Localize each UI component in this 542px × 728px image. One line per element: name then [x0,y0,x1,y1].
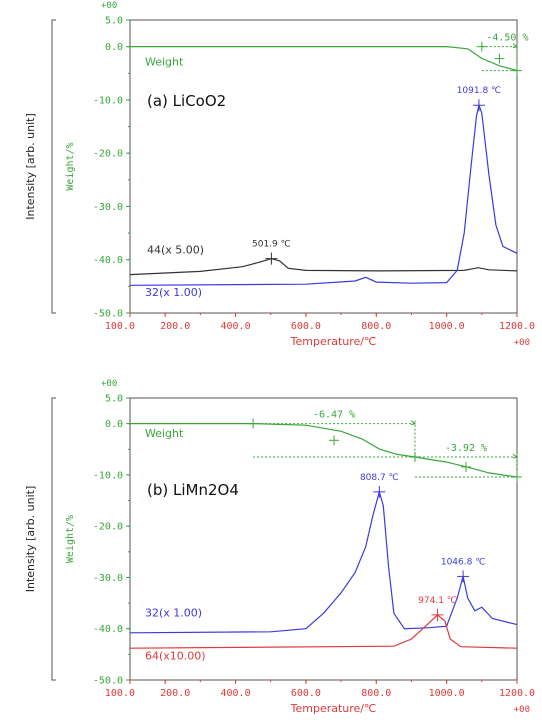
series-line [129,103,518,286]
step-label: -6.47 % [313,410,355,421]
series-line [129,489,518,634]
x-tick-label: 1000.0 [429,688,465,699]
y-outer-label: Intensity [arb. unit] [24,486,37,593]
x-tick-label: 400.0 [220,321,250,332]
x-axis-label: Temperature/℃ [290,335,377,348]
x-tick-label: 100.0 [105,321,135,332]
panel-label: (b) LiMn2O4 [147,481,239,499]
peak-label: 1091.8 ℃ [457,86,501,96]
intensity-bracket [51,19,56,314]
step-arrow [512,43,519,49]
chart-panel-2: Intensity [arb. unit] Weight/% 5.0 0.0 -10.0… [24,379,535,715]
x-tick-label: 400.0 [220,688,250,699]
y-tick-label: -10.0 [93,470,123,481]
step-bracket [414,453,518,478]
y-axis-label: Weight/% [65,142,76,190]
y-tick-label: -30.0 [93,202,123,213]
y-tick-label: 0.0 [105,419,123,430]
y-tick-label: 5.0 [105,394,123,405]
step-arrow [512,453,519,459]
x-tick-label: 1200.0 [499,321,535,332]
intensity-bracket [51,397,56,681]
series-label: 44(x 5.00) [147,243,204,256]
y-tick-label: -50.0 [93,676,123,687]
y-tick-label: -10.0 [93,95,123,106]
step-label: -3.92 % [445,443,487,454]
peak-label: 1046.8 ℃ [441,557,485,567]
plot-frame [129,397,518,681]
x-tick-label: 600.0 [291,688,321,699]
x-tick-label: 1000.0 [429,321,465,332]
y-tick-label: -50.0 [93,309,123,320]
step-label: -4.50 % [486,33,528,44]
y-tick-label: -20.0 [93,149,123,160]
y-exponent: +00 [101,1,117,11]
x-tick-label: 200.0 [160,688,190,699]
series-line [129,258,518,276]
y-tick-label: 5.0 [105,16,123,27]
x-tick-label: 800.0 [361,321,391,332]
y-tick-label: -40.0 [93,255,123,266]
y-tick-label: -30.0 [93,573,123,584]
x-exponent: +00 [514,705,530,715]
panel-label: (a) LiCoO2 [147,92,226,110]
series-label: 32(x 1.00) [145,286,202,299]
x-tick-label: 800.0 [361,688,391,699]
y-tick-label: -40.0 [93,624,123,635]
series-line [129,614,518,649]
peak-label: 808.7 ℃ [360,473,399,483]
x-tick-label: 200.0 [160,321,190,332]
series-label: 32(x 1.00) [145,606,202,619]
series-label: Weight [145,427,184,440]
peak-label: 974.1 ℃ [418,596,457,606]
y-axis-label: Weight/% [65,515,76,563]
x-exponent: +00 [514,338,530,348]
y-outer-label: Intensity [arb. unit] [24,113,37,220]
y-exponent: +00 [101,379,117,389]
series-line [130,46,518,72]
step-bracket [481,43,518,72]
x-axis-label: Temperature/℃ [290,702,377,715]
series-label: 64(x10.00) [145,649,206,662]
plot-frame [129,19,518,314]
step-arrow [410,420,417,426]
chart-panel-1: Intensity [arb. unit] Weight/% 5.0 0.0 -10.0… [24,1,535,348]
x-tick-label: 100.0 [105,688,135,699]
step-bracket [253,420,416,458]
series-line [130,423,518,478]
x-tick-label: 600.0 [291,321,321,332]
series-label: Weight [145,55,184,68]
peak-label: 501.9 ℃ [252,240,291,250]
x-tick-label: 1200.0 [499,688,535,699]
y-tick-label: -20.0 [93,522,123,533]
y-tick-label: 0.0 [105,42,123,53]
